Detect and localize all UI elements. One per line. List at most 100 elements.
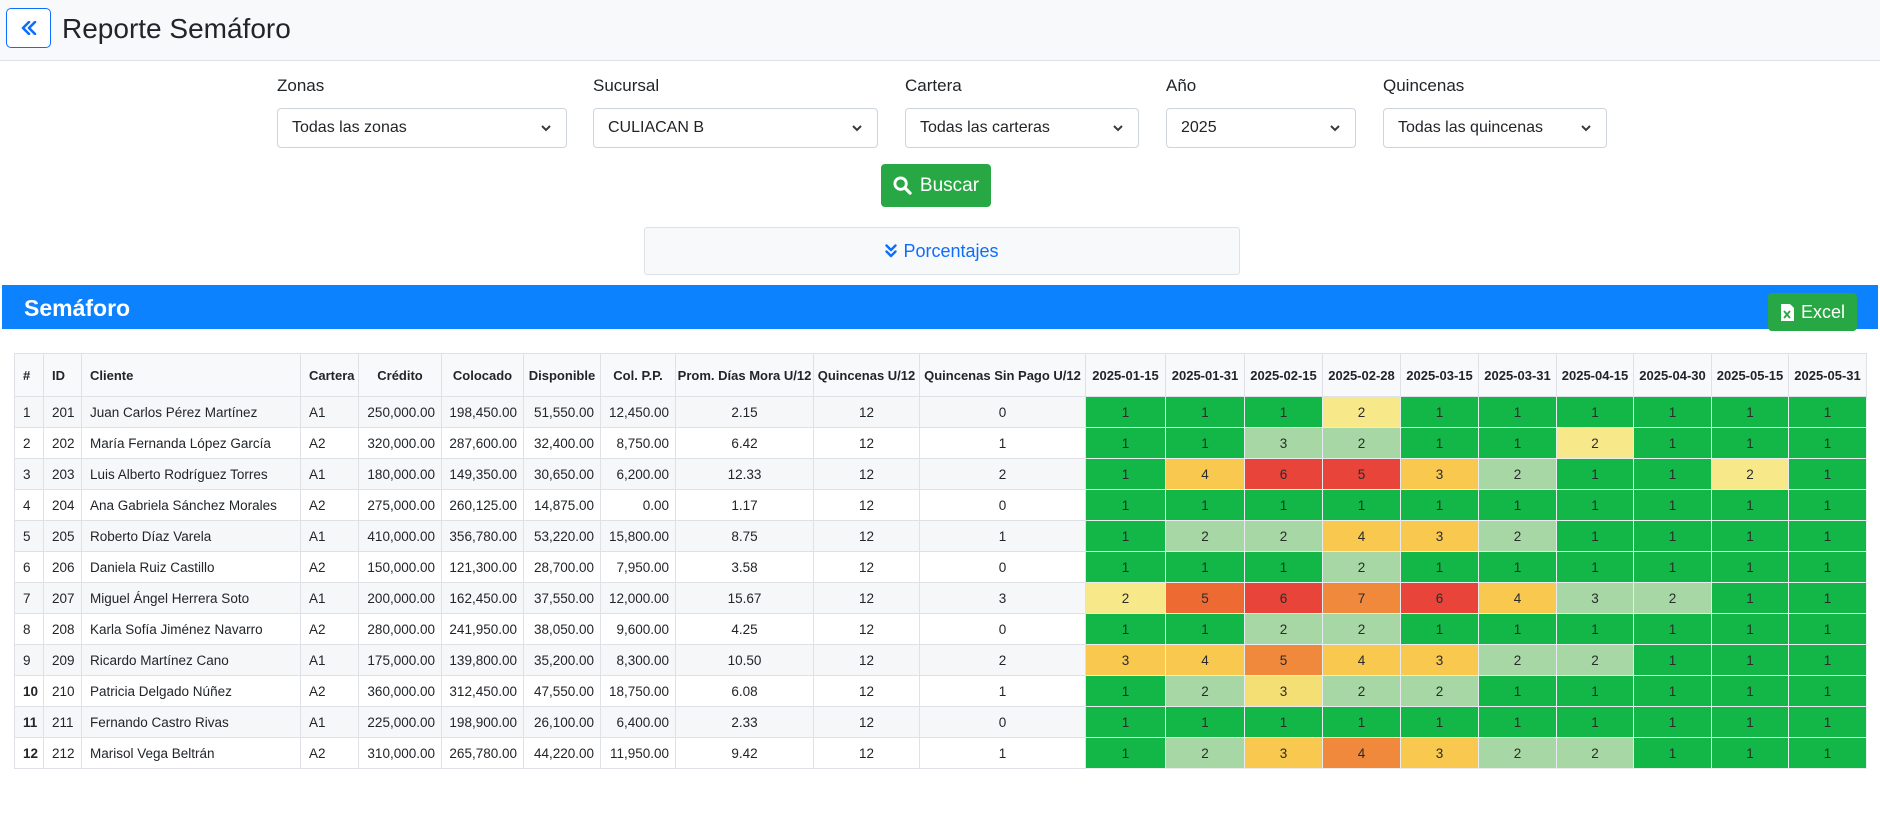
table-row[interactable]: 3 203 Luis Alberto Rodríguez Torres A1 180,0…	[14, 458, 1867, 490]
table-row[interactable]: 1 201 Juan Carlos Pérez Martínez A1 250,000.…	[14, 396, 1867, 428]
search-button[interactable]: Buscar	[881, 164, 991, 207]
column-header[interactable]: Cliente	[81, 353, 301, 397]
column-header[interactable]: Cartera	[300, 353, 359, 397]
percentages-toggle[interactable]: Porcentajes	[644, 227, 1240, 275]
section-header: Semáforo Excel	[2, 285, 1878, 331]
sucursal-select[interactable]: CULIACAN B	[593, 108, 878, 148]
client-name: Fernando Castro Rivas	[81, 706, 301, 738]
colocado-cell: 265,780.00	[441, 737, 524, 769]
period-header[interactable]: 2025-01-15	[1085, 353, 1166, 397]
column-header[interactable]: Crédito	[358, 353, 442, 397]
period-header[interactable]: 2025-05-15	[1711, 353, 1789, 397]
chevron-down-icon	[1330, 125, 1340, 132]
semaforo-cell: 1	[1788, 675, 1867, 707]
semaforo-cell: 1	[1633, 706, 1712, 738]
table-row[interactable]: 9 209 Ricardo Martínez Cano A1 175,000.00 139…	[14, 644, 1867, 676]
semaforo-cell: 2	[1244, 613, 1323, 645]
semaforo-cell: 1	[1400, 551, 1479, 583]
period-header[interactable]: 2025-03-15	[1400, 353, 1479, 397]
semaforo-cell: 4	[1322, 737, 1401, 769]
semaforo-cell: 1	[1244, 396, 1323, 428]
client-id: 210	[43, 675, 82, 707]
period-header[interactable]: 2025-02-28	[1322, 353, 1401, 397]
cartera-select[interactable]: Todas las carteras	[905, 108, 1139, 148]
credito-cell: 310,000.00	[358, 737, 442, 769]
semaforo-cell: 1	[1788, 613, 1867, 645]
excel-file-icon	[1780, 303, 1794, 321]
credito-cell: 280,000.00	[358, 613, 442, 645]
cartera-cell: A2	[300, 675, 359, 707]
quincenas-select[interactable]: Todas las quincenas	[1383, 108, 1607, 148]
semaforo-cell: 1	[1556, 520, 1634, 552]
excel-export-button[interactable]: Excel	[1768, 293, 1857, 331]
disponible-cell: 44,220.00	[523, 737, 601, 769]
column-header[interactable]: Quincenas U/12	[813, 353, 920, 397]
period-header[interactable]: 2025-02-15	[1244, 353, 1323, 397]
column-header[interactable]: Col. P.P.	[600, 353, 676, 397]
semaforo-cell: 5	[1322, 458, 1401, 490]
column-header[interactable]: #	[14, 353, 44, 397]
column-header[interactable]: ID	[43, 353, 82, 397]
table-row[interactable]: 2 202 María Fernanda López García A2 320,000…	[14, 427, 1867, 459]
col-pp-cell: 12,450.00	[600, 396, 676, 428]
mora-cell: 1.17	[675, 489, 814, 521]
table-row[interactable]: 11 211 Fernando Castro Rivas A1 225,000.00 19…	[14, 706, 1867, 738]
table-row[interactable]: 6 206 Daniela Ruiz Castillo A2 150,000.00 121…	[14, 551, 1867, 583]
table-row[interactable]: 12 212 Marisol Vega Beltrán A2 310,000.00 265…	[14, 737, 1867, 769]
col-pp-cell: 7,950.00	[600, 551, 676, 583]
period-header[interactable]: 2025-01-31	[1165, 353, 1245, 397]
semaforo-cell: 1	[1633, 489, 1712, 521]
column-header[interactable]: Prom. Días Mora U/12	[675, 353, 814, 397]
semaforo-cell: 2	[1322, 427, 1401, 459]
semaforo-cell: 4	[1165, 644, 1245, 676]
table-row[interactable]: 8 208 Karla Sofía Jiménez Navarro A2 280,000…	[14, 613, 1867, 645]
mora-cell: 2.15	[675, 396, 814, 428]
table-row[interactable]: 10 210 Patricia Delgado Núñez A2 360,000.00 3…	[14, 675, 1867, 707]
sin-pago-cell: 3	[919, 582, 1086, 614]
cartera-cell: A1	[300, 458, 359, 490]
quincenas-cell: 12	[813, 706, 920, 738]
table-row[interactable]: 4 204 Ana Gabriela Sánchez Morales A2 275,00…	[14, 489, 1867, 521]
client-name: Miguel Ángel Herrera Soto	[81, 582, 301, 614]
row-number: 3	[14, 458, 44, 490]
column-header[interactable]: Quincenas Sin Pago U/12	[919, 353, 1086, 397]
mora-cell: 12.33	[675, 458, 814, 490]
column-header[interactable]: Disponible	[523, 353, 601, 397]
col-pp-cell: 15,800.00	[600, 520, 676, 552]
semaforo-cell: 1	[1085, 613, 1166, 645]
semaforo-cell: 1	[1633, 551, 1712, 583]
colocado-cell: 312,450.00	[441, 675, 524, 707]
period-header[interactable]: 2025-05-31	[1788, 353, 1867, 397]
chevron-down-icon	[1581, 125, 1591, 132]
row-number: 12	[14, 737, 44, 769]
period-header[interactable]: 2025-04-15	[1556, 353, 1634, 397]
semaforo-cell: 1	[1478, 675, 1557, 707]
semaforo-table-wrapper: # ID Cliente Cartera Crédito Colocado Disponib…	[14, 353, 1867, 769]
semaforo-cell: 2	[1244, 520, 1323, 552]
filter-zonas: Zonas Todas las zonas	[277, 76, 567, 148]
semaforo-cell: 1	[1788, 396, 1867, 428]
disponible-cell: 26,100.00	[523, 706, 601, 738]
column-header[interactable]: Colocado	[441, 353, 524, 397]
table-row[interactable]: 7 207 Miguel Ángel Herrera Soto A1 200,000.0…	[14, 582, 1867, 614]
filter-label: Sucursal	[593, 76, 660, 95]
zonas-select[interactable]: Todas las zonas	[277, 108, 567, 148]
sin-pago-cell: 2	[919, 644, 1086, 676]
period-header[interactable]: 2025-03-31	[1478, 353, 1557, 397]
client-name: Juan Carlos Pérez Martínez	[81, 396, 301, 428]
col-pp-cell: 12,000.00	[600, 582, 676, 614]
ano-select[interactable]: 2025	[1166, 108, 1356, 148]
credito-cell: 225,000.00	[358, 706, 442, 738]
table-header-row: # ID Cliente Cartera Crédito Colocado Disponib…	[14, 353, 1867, 397]
cartera-cell: A2	[300, 489, 359, 521]
colocado-cell: 260,125.00	[441, 489, 524, 521]
client-id: 204	[43, 489, 82, 521]
semaforo-cell: 1	[1788, 551, 1867, 583]
back-button[interactable]	[6, 8, 51, 48]
client-name: Daniela Ruiz Castillo	[81, 551, 301, 583]
period-header[interactable]: 2025-04-30	[1633, 353, 1712, 397]
semaforo-cell: 2	[1556, 427, 1634, 459]
row-number: 11	[14, 706, 44, 738]
table-row[interactable]: 5 205 Roberto Díaz Varela A1 410,000.00 356,7…	[14, 520, 1867, 552]
row-number: 7	[14, 582, 44, 614]
